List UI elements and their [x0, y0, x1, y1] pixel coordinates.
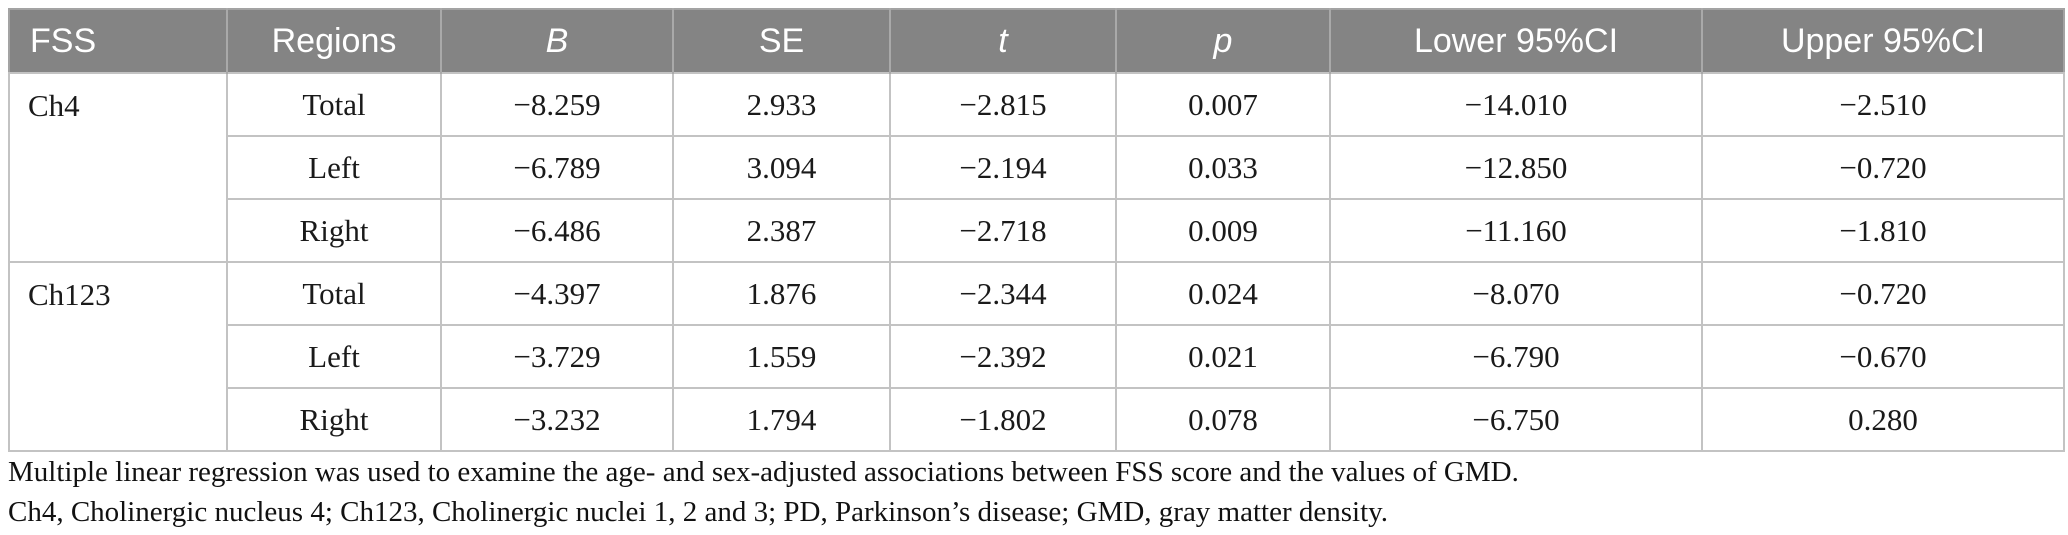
lower-ci-cell: −11.160	[1329, 198, 1703, 263]
region-cell: Right	[226, 387, 442, 452]
regression-table: FSS Regions B SE t p Lower 95%CI Upper 9…	[8, 8, 2065, 452]
col-header-t: t	[889, 9, 1116, 73]
lower-ci-cell: −14.010	[1329, 72, 1703, 137]
col-header-upper-ci: Upper 95%CI	[1701, 9, 2064, 73]
p-cell: 0.033	[1115, 135, 1331, 200]
p-cell: 0.009	[1115, 198, 1331, 263]
p-cell: 0.007	[1115, 72, 1331, 137]
t-cell: −2.718	[889, 198, 1117, 263]
t-cell: −2.815	[889, 72, 1117, 137]
b-cell: −4.397	[440, 261, 674, 326]
t-cell: −2.194	[889, 135, 1117, 200]
lower-ci-cell: −8.070	[1329, 261, 1703, 326]
se-cell: 1.559	[672, 324, 891, 389]
footnote-methods: Multiple linear regression was used to e…	[8, 456, 1519, 488]
se-cell: 3.094	[672, 135, 891, 200]
t-cell: −2.344	[889, 261, 1117, 326]
se-cell: 1.794	[672, 387, 891, 452]
table-row: Right −6.486 2.387 −2.718 0.009 −11.160 …	[9, 198, 2065, 263]
footnote-abbreviations: Ch4, Cholinergic nucleus 4; Ch123, Choli…	[8, 496, 1389, 528]
region-cell: Total	[226, 72, 442, 137]
b-cell: −3.729	[440, 324, 674, 389]
b-cell: −3.232	[440, 387, 674, 452]
table-row: Left −6.789 3.094 −2.194 0.033 −12.850 −…	[9, 135, 2065, 200]
col-header-p: p	[1115, 9, 1330, 73]
se-cell: 1.876	[672, 261, 891, 326]
se-cell: 2.387	[672, 198, 891, 263]
col-header-fss: FSS	[9, 9, 227, 73]
p-cell: 0.021	[1115, 324, 1331, 389]
upper-ci-cell: −2.510	[1701, 72, 2065, 137]
table-row: Ch123 Total −4.397 1.876 −2.344 0.024 −8…	[8, 261, 2065, 452]
table-footnotes: Multiple linear regression was used to e…	[8, 452, 1519, 532]
b-cell: −8.259	[440, 72, 674, 137]
t-cell: −1.802	[889, 387, 1117, 452]
lower-ci-cell: −6.790	[1329, 324, 1703, 389]
upper-ci-cell: −1.810	[1701, 198, 2065, 263]
upper-ci-cell: 0.280	[1701, 387, 2065, 452]
table-row: Right −3.232 1.794 −1.802 0.078 −6.750 0…	[9, 387, 2065, 452]
region-cell: Total	[226, 261, 442, 326]
region-cell: Right	[226, 198, 442, 263]
col-header-regions: Regions	[226, 9, 441, 73]
upper-ci-cell: −0.720	[1701, 135, 2065, 200]
fss-group-cell-ch123: Ch123	[8, 261, 228, 452]
fss-group-cell-ch4: Ch4	[8, 72, 228, 263]
se-cell: 2.933	[672, 72, 891, 137]
region-cell: Left	[226, 324, 442, 389]
col-header-b: B	[440, 9, 673, 73]
col-header-se: SE	[672, 9, 890, 73]
t-cell: −2.392	[889, 324, 1117, 389]
table-row: Left −3.729 1.559 −2.392 0.021 −6.790 −0…	[9, 324, 2065, 389]
region-cell: Left	[226, 135, 442, 200]
lower-ci-cell: −6.750	[1329, 387, 1703, 452]
p-cell: 0.024	[1115, 261, 1331, 326]
upper-ci-cell: −0.720	[1701, 261, 2065, 326]
lower-ci-cell: −12.850	[1329, 135, 1703, 200]
table-row: Ch4 Total −8.259 2.933 −2.815 0.007 −14.…	[8, 72, 2065, 263]
b-cell: −6.486	[440, 198, 674, 263]
col-header-lower-ci: Lower 95%CI	[1329, 9, 1702, 73]
table-header-row: FSS Regions B SE t p Lower 95%CI Upper 9…	[9, 9, 2064, 73]
p-cell: 0.078	[1115, 387, 1331, 452]
b-cell: −6.789	[440, 135, 674, 200]
upper-ci-cell: −0.670	[1701, 324, 2065, 389]
